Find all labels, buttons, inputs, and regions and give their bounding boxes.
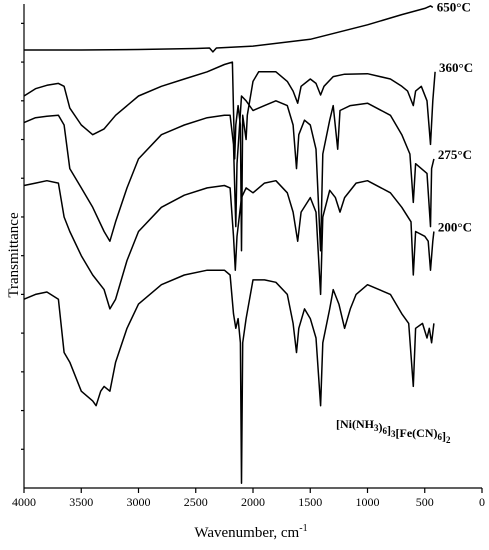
x-tick-label: 1000 [356, 495, 380, 509]
x-tick-label: 3000 [127, 495, 151, 509]
y-axis-title: Transmittance [6, 212, 22, 298]
series-label: 360°C [439, 60, 473, 75]
compound-label-subscript: 3 [391, 429, 396, 439]
spectrum-line-2 [23, 61, 436, 252]
x-axis-title-text: Wavenumber, cm [194, 525, 299, 541]
compound-label-subscript: 6 [383, 426, 388, 436]
spectra-curves [23, 5, 436, 484]
compound-label: [Ni(NH3)6]3[Fe(CN)6]2 [336, 417, 451, 445]
compound-label-part: [Fe(CN) [396, 426, 438, 440]
spectrum-line-3 [23, 95, 435, 252]
x-tick-label: 2500 [184, 495, 208, 509]
series-labels: 650°C360°C275°C200°C[Ni(NH3)6]3[Fe(CN)6]… [336, 0, 473, 445]
x-axis-title-superscript: -1 [299, 523, 307, 534]
x-tick-label: 500 [416, 495, 434, 509]
compound-label-part: ) [379, 420, 383, 434]
series-label: 650°C [437, 0, 471, 14]
x-axis-title: Wavenumber, cm-1 [194, 523, 307, 541]
compound-label-part: [Ni(NH [336, 417, 375, 431]
x-axis-ticks: 4000 3500 3000 2500 2000 1500 1000 500 0 [12, 488, 485, 509]
axes [21, 4, 482, 489]
compound-label-subscript: 2 [446, 435, 451, 445]
spectrum-line-5 [23, 269, 435, 484]
spectrum-line-4 [23, 179, 435, 310]
spectrum-line-1 [24, 5, 434, 53]
series-label: 275°C [438, 147, 472, 162]
x-tick-label: 0 [479, 495, 485, 509]
compound-label-part: ] [387, 423, 391, 437]
x-tick-label: 4000 [12, 495, 36, 509]
x-tick-label: 3500 [69, 495, 93, 509]
x-tick-label: 2000 [241, 495, 265, 509]
series-label: 200°C [438, 219, 472, 234]
x-tick-label: 1500 [298, 495, 322, 509]
compound-label-subscript: 6 [437, 432, 442, 442]
compound-label-part: ] [442, 429, 446, 443]
compound-label-subscript: 3 [374, 423, 379, 433]
